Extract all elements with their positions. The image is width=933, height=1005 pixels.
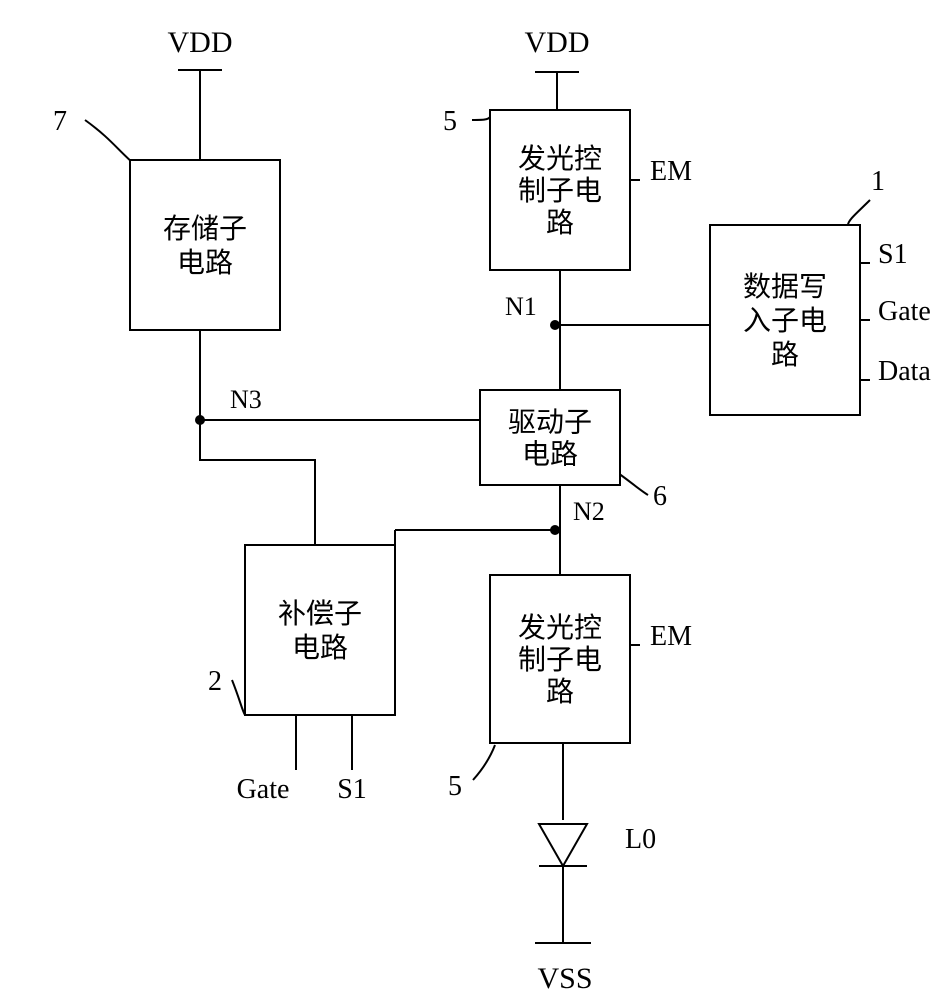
vdd-left-label: VDD bbox=[168, 26, 233, 59]
box-light_ctrl_bot-line2: 路 bbox=[546, 676, 574, 708]
box-storage-line0: 存储子 bbox=[163, 213, 247, 245]
box-compensate-line1: 电路 bbox=[292, 632, 348, 664]
box-data_write-line0: 数据写 bbox=[743, 271, 827, 303]
box-light_ctrl_top-line0: 发光控 bbox=[518, 143, 602, 175]
ref-compensate: 2 bbox=[208, 666, 222, 697]
canvas-bg bbox=[0, 0, 933, 1000]
box-compensate-line0: 补偿子 bbox=[278, 598, 362, 630]
ext-L0: L0 bbox=[625, 824, 656, 855]
ext-s1_bot: S1 bbox=[337, 774, 367, 805]
box-storage bbox=[130, 160, 280, 330]
node-label-N2: N2 bbox=[573, 497, 605, 526]
ext-em_top: EM bbox=[650, 156, 692, 187]
box-drive-line0: 驱动子 bbox=[508, 407, 592, 438]
ref-storage: 7 bbox=[53, 106, 67, 137]
vss-label: VSS bbox=[537, 962, 592, 995]
node-label-N1: N1 bbox=[505, 292, 537, 321]
box-storage-line1: 电路 bbox=[177, 247, 233, 279]
vdd-right-label: VDD bbox=[525, 26, 590, 59]
box-light_ctrl_top-line2: 路 bbox=[546, 207, 574, 239]
box-light_ctrl_bot-line0: 发光控 bbox=[518, 612, 602, 644]
ref-light_ctrl_top: 5 bbox=[443, 106, 457, 137]
node-dot-N1 bbox=[550, 320, 560, 330]
ref-light_ctrl_bot: 5 bbox=[448, 771, 462, 802]
ext-data_right: Data bbox=[878, 356, 931, 387]
ext-s1_right: S1 bbox=[878, 239, 908, 270]
box-compensate bbox=[245, 545, 395, 715]
node-dot-N3 bbox=[195, 415, 205, 425]
box-data_write-line2: 路 bbox=[771, 339, 799, 371]
node-dot-N2 bbox=[550, 525, 560, 535]
box-light_ctrl_bot-line1: 制子电 bbox=[518, 644, 602, 676]
ref-drive: 6 bbox=[653, 481, 667, 512]
box-data_write-line1: 入子电 bbox=[743, 305, 827, 337]
ext-gate_bot: Gate bbox=[237, 774, 290, 805]
box-light_ctrl_top-line1: 制子电 bbox=[518, 175, 602, 207]
node-label-N3: N3 bbox=[230, 385, 262, 414]
box-drive-line1: 电路 bbox=[522, 438, 578, 470]
ext-em_bot: EM bbox=[650, 621, 692, 652]
circuit-diagram: 存储子电路发光控制子电路数据写入子电路驱动子电路补偿子电路发光控制子电路N1N2… bbox=[0, 0, 933, 1000]
ext-gate_right: Gate bbox=[878, 296, 931, 327]
ref-data_write: 1 bbox=[871, 166, 885, 197]
